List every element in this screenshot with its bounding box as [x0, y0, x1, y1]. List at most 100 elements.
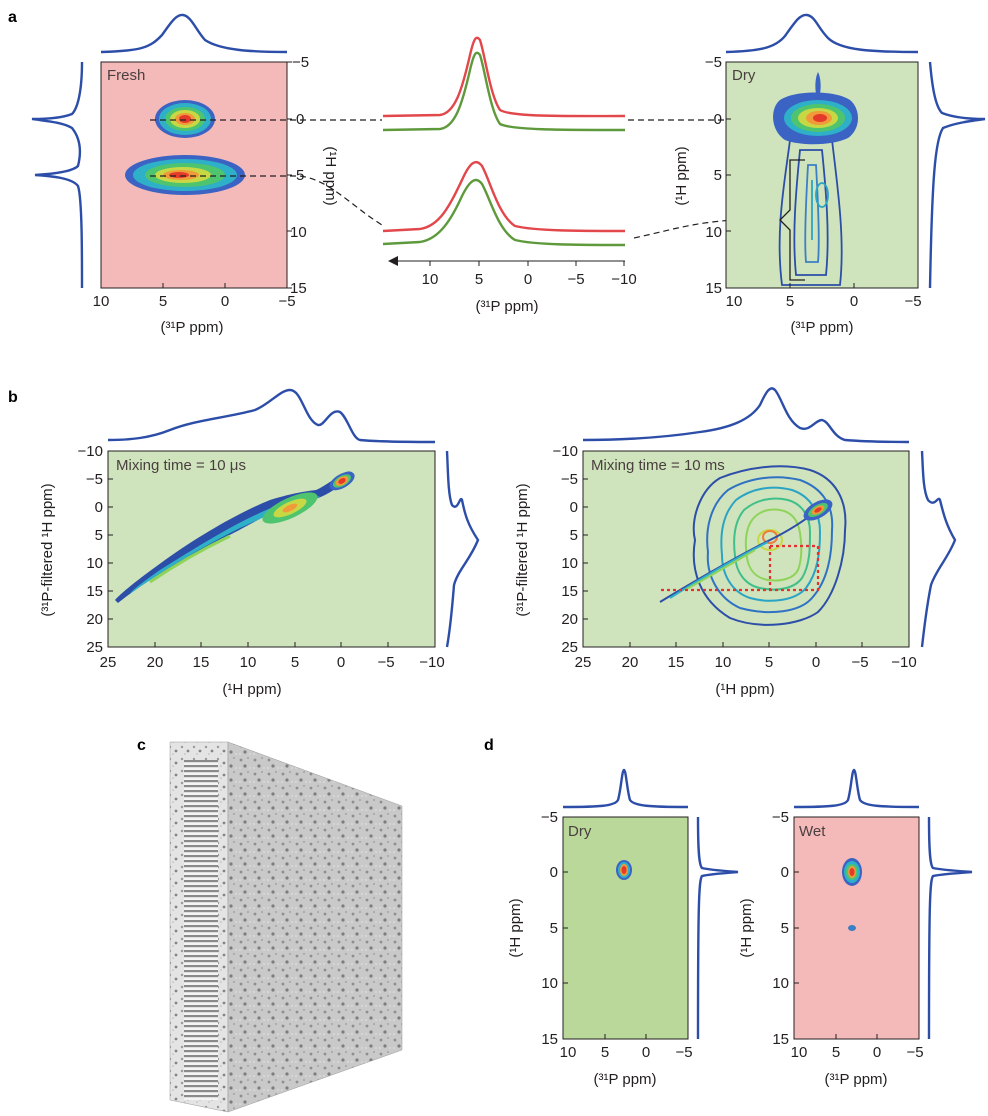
svg-text:10: 10 [240, 654, 257, 671]
d-wet-peak-5ppm [848, 925, 856, 931]
fresh-contour-peak-0ppm [155, 100, 215, 138]
svg-text:15: 15 [668, 654, 685, 671]
svg-text:10: 10 [772, 975, 789, 992]
svg-text:10: 10 [560, 1044, 577, 1061]
d-dry-x-ticks: 10 5 0 −5 [560, 1034, 693, 1061]
b-left-label: Mixing time = 10 μs [116, 457, 246, 474]
block-lamellae-stripe [184, 760, 218, 1100]
panel-a-middle-traces: 10 5 0 −5 −10 (³¹P ppm) [382, 36, 637, 315]
d-wet-right-projection [927, 816, 973, 1040]
dry-right-projection [928, 61, 986, 289]
svg-text:15: 15 [705, 280, 722, 297]
svg-text:−5: −5 [675, 1044, 692, 1061]
svg-text:0: 0 [781, 864, 789, 881]
b-left-plot-area [107, 450, 436, 648]
b-left-y-label: (³¹P-filtered ¹H ppm) [39, 483, 56, 616]
d-wet-plot-area [793, 816, 920, 1040]
svg-text:10: 10 [705, 224, 722, 241]
d-wet-label: Wet [799, 823, 826, 840]
b-left-right-projection [445, 450, 480, 648]
dry-top-projection [725, 13, 919, 54]
d-dry-y-label: (¹H ppm) [507, 898, 524, 957]
svg-text:−5: −5 [541, 809, 558, 826]
svg-text:5: 5 [832, 1044, 840, 1061]
panel-d-wet-spectrum: Wet 10 5 0 −5 (³¹P ppm) −5 0 5 10 15 (¹H… [738, 768, 973, 1088]
b-right-label: Mixing time = 10 ms [591, 457, 725, 474]
svg-text:0: 0 [812, 654, 820, 671]
d-dry-peak [616, 860, 632, 880]
svg-text:10: 10 [93, 293, 110, 310]
trace-green-lower [382, 178, 626, 247]
fresh-label: Fresh [107, 67, 145, 84]
svg-text:0: 0 [642, 1044, 650, 1061]
svg-text:−5: −5 [772, 809, 789, 826]
svg-text:20: 20 [86, 611, 103, 628]
panel-a-fresh-spectrum: Fresh 10 5 0 −5 (³¹P ppm) −5 0 5 10 15 (… [31, 13, 339, 336]
svg-text:0: 0 [850, 293, 858, 310]
trace-red-lower [382, 160, 626, 233]
svg-text:5: 5 [95, 527, 103, 544]
svg-text:0: 0 [873, 1044, 881, 1061]
svg-text:−5: −5 [86, 471, 103, 488]
svg-text:−10: −10 [611, 271, 636, 288]
svg-text:25: 25 [561, 639, 578, 656]
b-left-x-ticks: 25 20 15 10 5 0 −5 −10 [100, 642, 445, 671]
svg-text:0: 0 [95, 499, 103, 516]
d-wet-peak-0ppm [842, 858, 862, 886]
middle-axis-arrowhead [388, 256, 398, 266]
svg-text:25: 25 [86, 639, 103, 656]
svg-text:15: 15 [86, 583, 103, 600]
fresh-y-label: (¹H ppm) [322, 146, 339, 205]
dry-label: Dry [732, 67, 756, 84]
svg-text:5: 5 [786, 293, 794, 310]
svg-text:15: 15 [561, 583, 578, 600]
svg-text:5: 5 [159, 293, 167, 310]
b-left-x-label: (¹H ppm) [222, 681, 281, 698]
dry-contour-tail [778, 139, 843, 286]
d-dry-y-ticks: −5 0 5 10 15 [541, 809, 568, 1048]
fresh-x-label: (³¹P ppm) [160, 319, 223, 336]
b-right-right-projection [920, 450, 957, 648]
d-wet-y-label: (¹H ppm) [738, 898, 755, 957]
svg-text:−5: −5 [292, 54, 309, 71]
fresh-left-projection [31, 61, 84, 289]
dry-contour-peak-0ppm [773, 72, 858, 145]
middle-x-ticks: 10 5 0 −5 −10 [422, 261, 637, 288]
svg-text:0: 0 [337, 654, 345, 671]
svg-text:−10: −10 [891, 654, 916, 671]
svg-text:10: 10 [791, 1044, 808, 1061]
b-left-top-projection [107, 388, 436, 444]
svg-text:5: 5 [475, 271, 483, 288]
svg-text:10: 10 [541, 975, 558, 992]
svg-text:20: 20 [622, 654, 639, 671]
svg-text:15: 15 [193, 654, 210, 671]
b-right-x-label: (¹H ppm) [715, 681, 774, 698]
svg-text:5: 5 [550, 920, 558, 937]
svg-text:20: 20 [147, 654, 164, 671]
svg-text:10: 10 [715, 654, 732, 671]
svg-text:10: 10 [290, 224, 307, 241]
svg-text:−5: −5 [705, 54, 722, 71]
svg-text:5: 5 [781, 920, 789, 937]
panel-b-right-spectrum: Mixing time = 10 ms 25 20 15 10 5 0 −5 −… [514, 387, 957, 698]
svg-text:25: 25 [100, 654, 117, 671]
svg-text:−10: −10 [78, 443, 103, 460]
b-right-y-ticks: −10 −5 0 5 10 15 20 25 [553, 443, 588, 656]
trace-green-upper [382, 51, 626, 132]
b-left-y-ticks: −10 −5 0 5 10 15 20 25 [78, 443, 113, 656]
d-wet-top-projection [793, 768, 920, 809]
b-right-y-label: (³¹P-filtered ¹H ppm) [514, 483, 531, 616]
svg-text:20: 20 [561, 611, 578, 628]
svg-text:15: 15 [290, 280, 307, 297]
b-right-x-ticks: 25 20 15 10 5 0 −5 −10 [575, 642, 917, 671]
svg-text:10: 10 [726, 293, 743, 310]
d-dry-x-label: (³¹P ppm) [593, 1071, 656, 1088]
b-right-top-projection [582, 387, 910, 444]
panel-label-d: d [484, 737, 494, 754]
svg-text:5: 5 [601, 1044, 609, 1061]
svg-text:−5: −5 [567, 271, 584, 288]
fresh-top-projection [100, 13, 288, 54]
d-dry-top-projection [562, 768, 689, 809]
svg-text:25: 25 [575, 654, 592, 671]
svg-text:15: 15 [541, 1031, 558, 1048]
